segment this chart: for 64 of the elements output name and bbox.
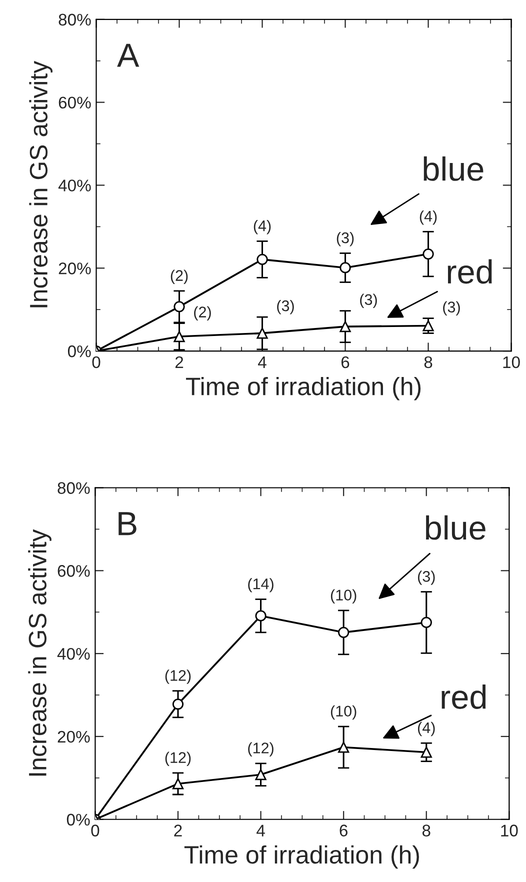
- y-tick-label: 60%: [58, 96, 91, 109]
- x-tick-label: 2: [175, 356, 184, 368]
- annotation: (4): [418, 722, 435, 736]
- x-tick-label: 10: [503, 356, 520, 368]
- annotation: (14): [248, 578, 274, 592]
- annotation: blue: [426, 515, 486, 540]
- point: [256, 328, 268, 339]
- point: [174, 301, 185, 312]
- annotation: red: [442, 684, 486, 709]
- y-tick-label: 80%: [58, 482, 90, 494]
- annotation: (10): [330, 589, 356, 604]
- annotation: (10): [330, 705, 356, 720]
- point: [340, 321, 351, 332]
- point: [422, 320, 434, 332]
- point: [338, 742, 350, 753]
- point: [255, 610, 266, 622]
- point: [340, 262, 351, 274]
- y-axis-title: Increase in GS activity: [28, 529, 52, 776]
- y-tick-label: 40%: [57, 648, 90, 660]
- point: [420, 616, 432, 628]
- x-tick-label: 4: [258, 356, 266, 368]
- annotation: red: [448, 259, 492, 284]
- point: [422, 248, 434, 260]
- annotation: (3): [443, 301, 460, 316]
- y-tick-label: 20%: [58, 262, 91, 274]
- annotation: (12): [248, 742, 274, 756]
- annotation: (3): [418, 570, 435, 585]
- annotation: A: [117, 44, 140, 67]
- x-tick-label: 0: [92, 356, 100, 368]
- annotation: (12): [165, 752, 191, 766]
- y-tick-label: 60%: [58, 565, 90, 577]
- x-tick-label: 8: [424, 356, 432, 368]
- x-tick-label: 8: [422, 824, 430, 836]
- annotation: (3): [336, 232, 354, 246]
- annotation: (4): [420, 210, 437, 225]
- y-tick-label: 40%: [58, 180, 91, 192]
- y-tick-label: 80%: [58, 14, 91, 26]
- point: [174, 330, 185, 342]
- point: [256, 254, 268, 265]
- x-axis-title: Time of irradiation (h): [186, 376, 421, 400]
- y-axis-title: Increase in GS activity: [29, 60, 52, 308]
- x-tick-label: 6: [340, 824, 348, 836]
- x-tick-label: 0: [91, 824, 100, 836]
- x-tick-label: 10: [501, 824, 518, 836]
- annotation: B: [118, 512, 136, 536]
- annotation: blue: [424, 156, 484, 181]
- y-tick-label: 0%: [66, 814, 90, 826]
- point: [420, 746, 432, 758]
- annotation: (12): [165, 670, 191, 684]
- point: [172, 698, 184, 710]
- annotation: (2): [194, 306, 211, 320]
- y-tick-label: 0%: [68, 345, 91, 358]
- annotation: (3): [277, 300, 294, 314]
- x-tick-label: 4: [256, 824, 265, 836]
- x-tick-label: 2: [174, 824, 182, 836]
- point: [172, 778, 184, 790]
- y-tick-label: 20%: [58, 730, 90, 743]
- annotation: (3): [360, 294, 377, 308]
- point: [255, 769, 266, 780]
- point: [338, 626, 350, 638]
- annotation: (2): [170, 270, 188, 284]
- x-tick-label: 6: [341, 356, 350, 368]
- x-axis-title: Time of irradiation (h): [184, 845, 419, 869]
- annotation: (4): [254, 220, 271, 234]
